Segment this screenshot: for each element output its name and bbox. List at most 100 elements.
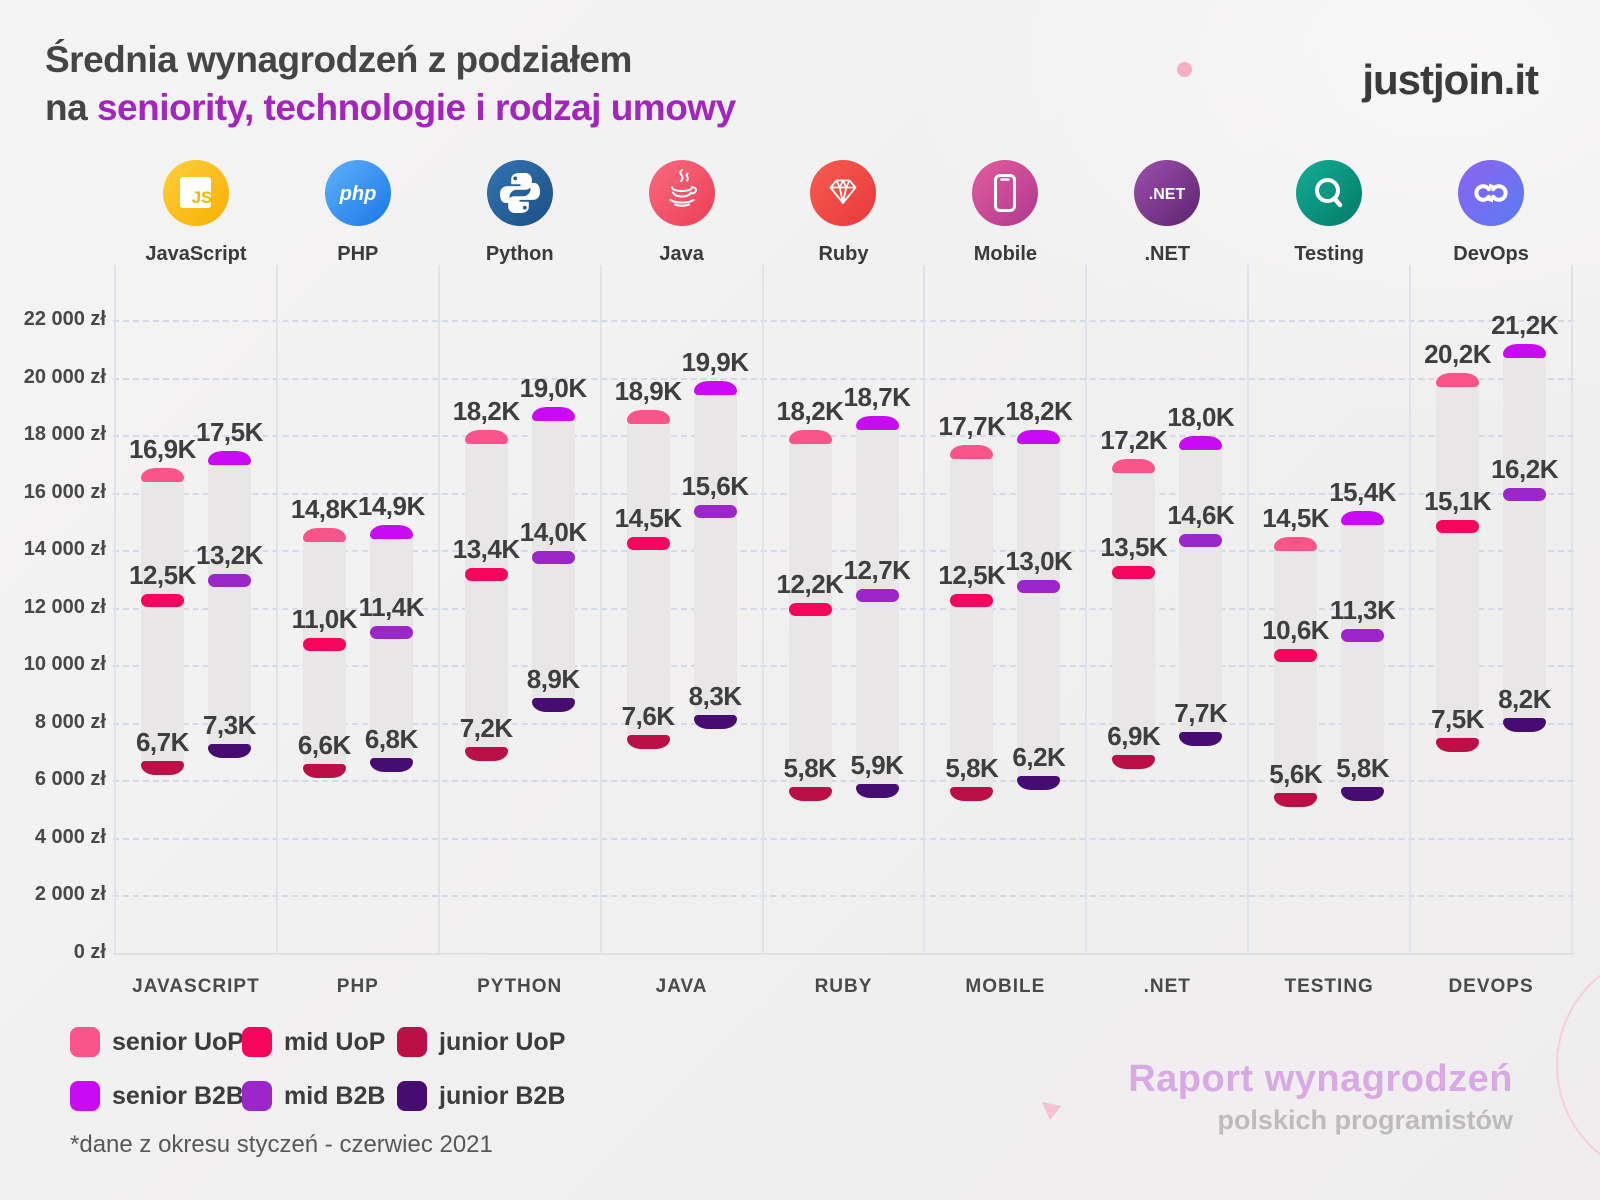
marker-devops-b2b-senior <box>1503 344 1547 359</box>
testing-icon <box>1248 160 1410 231</box>
value-label: 18,0K <box>1167 402 1235 433</box>
column-separator <box>114 265 116 954</box>
x-axis-label: PHP <box>336 976 379 997</box>
bar-php-uop <box>302 528 346 779</box>
marker-java-uop-senior <box>626 410 670 425</box>
bar-mobile-uop <box>950 444 994 802</box>
marker-dotnet-b2b-mid <box>1179 533 1223 547</box>
marker-ruby-b2b-junior <box>855 784 899 799</box>
marker-dotnet-uop-junior <box>1112 755 1156 770</box>
value-label: 7,3K <box>202 709 256 740</box>
x-axis-label: TESTING <box>1284 976 1374 997</box>
value-label: 13,5K <box>1100 531 1168 562</box>
marker-testing-uop-junior <box>1274 792 1318 807</box>
x-axis-label: PYTHON <box>477 976 563 997</box>
y-axis-tick-label: 8 000 zł <box>34 710 106 733</box>
x-axis-label: JAVA <box>655 976 708 997</box>
bar-testing-uop <box>1274 536 1318 807</box>
title-highlight: seniority, technologie i rodzaj umowy <box>96 87 736 128</box>
y-axis-tick-label: 14 000 zł <box>23 538 106 561</box>
marker-java-b2b-junior <box>693 715 737 730</box>
value-label: 14,8K <box>290 494 358 525</box>
gridline <box>113 320 1574 323</box>
marker-dotnet-uop-senior <box>1112 459 1156 474</box>
value-label: 7,5K <box>1431 704 1484 735</box>
marker-python-b2b-junior <box>531 697 575 712</box>
value-label: 18,2K <box>776 396 844 427</box>
value-label: 8,3K <box>688 681 742 712</box>
value-label: 15,4K <box>1329 476 1397 507</box>
value-label: 12,5K <box>128 560 196 591</box>
value-label: 14,5K <box>614 502 682 533</box>
legend-label: senior UoP <box>112 1028 244 1056</box>
legend-swatch-senior-b2b <box>70 1081 100 1111</box>
value-label: 5,8K <box>945 753 999 784</box>
tech-column-dotnet: .NET .NET <box>1086 160 1248 266</box>
php-icon: php <box>277 160 439 231</box>
legend-swatch-mid-uop <box>242 1027 272 1057</box>
marker-mobile-b2b-junior <box>1017 775 1061 790</box>
marker-dotnet-b2b-senior <box>1179 436 1223 451</box>
gridline <box>113 895 1574 898</box>
value-label: 12,5K <box>938 560 1006 591</box>
y-axis-tick-label: 2 000 zł <box>34 883 106 906</box>
value-label: 8,2K <box>1498 684 1551 715</box>
value-label: 7,2K <box>459 712 513 743</box>
y-axis-tick-label: 0 zł <box>73 941 106 963</box>
marker-devops-b2b-mid <box>1503 487 1547 501</box>
marker-python-uop-senior <box>464 430 508 445</box>
bar-dotnet-uop <box>1112 459 1156 770</box>
marker-dotnet-b2b-junior <box>1179 732 1223 747</box>
footnote: *dane z okresu styczeń - czerwiec 2021 <box>70 1131 493 1158</box>
marker-javascript-uop-mid <box>140 594 184 608</box>
marker-mobile-uop-junior <box>950 787 994 802</box>
value-label: 15,1K <box>1424 485 1491 516</box>
python-icon <box>439 160 601 231</box>
pink-triangle-decoration <box>1040 1100 1061 1120</box>
tech-label: Testing <box>1294 243 1364 265</box>
tech-label: .NET <box>1144 243 1191 265</box>
gridline <box>113 780 1574 783</box>
title-line-2: na seniority, technologie i rodzaj umowy <box>45 87 736 128</box>
marker-php-b2b-senior <box>369 525 413 540</box>
value-label: 19,9K <box>681 347 749 378</box>
ruby-icon <box>763 160 925 231</box>
value-label: 5,8K <box>783 753 837 784</box>
column-separator <box>1571 265 1573 954</box>
page-title: Średnia wynagrodzeń z podziałem na senio… <box>45 36 736 132</box>
marker-java-b2b-senior <box>693 381 737 396</box>
value-label: 19,0K <box>519 373 587 404</box>
value-label: 14,6K <box>1167 499 1235 530</box>
gridline <box>113 377 1574 380</box>
legend-swatch-junior-uop <box>397 1027 427 1057</box>
y-axis-tick-label: 10 000 zł <box>23 653 106 676</box>
gridline <box>113 435 1574 438</box>
marker-mobile-b2b-senior <box>1017 430 1061 445</box>
y-axis-tick-label: 16 000 zł <box>23 480 106 503</box>
gridline <box>113 837 1574 840</box>
y-axis-tick-label: 12 000 zł <box>23 595 106 618</box>
column-separator <box>923 265 926 954</box>
value-label: 7,6K <box>621 701 675 732</box>
value-label: 17,7K <box>938 410 1006 441</box>
value-label: 12,7K <box>843 554 911 585</box>
x-axis-label: JAVASCRIPT <box>132 976 260 997</box>
marker-java-uop-junior <box>626 735 670 750</box>
value-label: 5,9K <box>850 750 904 781</box>
value-label: 13,0K <box>1005 545 1073 576</box>
marker-java-uop-mid <box>626 536 670 550</box>
bar-devops-b2b <box>1503 344 1547 733</box>
legend-label: junior B2B <box>439 1082 566 1110</box>
value-label: 18,7K <box>843 382 911 412</box>
marker-php-uop-mid <box>302 637 346 651</box>
svg-text:.NET: .NET <box>1149 186 1186 203</box>
marker-testing-b2b-senior <box>1341 510 1385 525</box>
marker-devops-uop-junior <box>1436 738 1480 753</box>
bar-devops-uop <box>1436 372 1480 753</box>
legend-label: mid UoP <box>284 1028 386 1056</box>
bar-dotnet-b2b <box>1179 436 1223 747</box>
value-label: 6,9K <box>1107 721 1161 752</box>
column-separator <box>1247 265 1250 954</box>
value-label: 6,2K <box>1012 741 1066 772</box>
value-label: 5,8K <box>1336 753 1390 784</box>
